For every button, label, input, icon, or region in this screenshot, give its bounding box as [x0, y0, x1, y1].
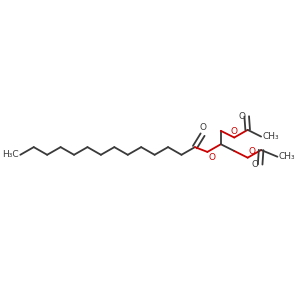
Text: O: O: [248, 147, 256, 156]
Text: O: O: [199, 123, 206, 132]
Text: O: O: [231, 127, 238, 136]
Text: H₃C: H₃C: [2, 150, 19, 159]
Text: O: O: [208, 153, 215, 162]
Text: CH₃: CH₃: [262, 132, 279, 141]
Text: CH₃: CH₃: [279, 152, 296, 161]
Text: O: O: [252, 160, 259, 169]
Text: O: O: [238, 112, 245, 121]
